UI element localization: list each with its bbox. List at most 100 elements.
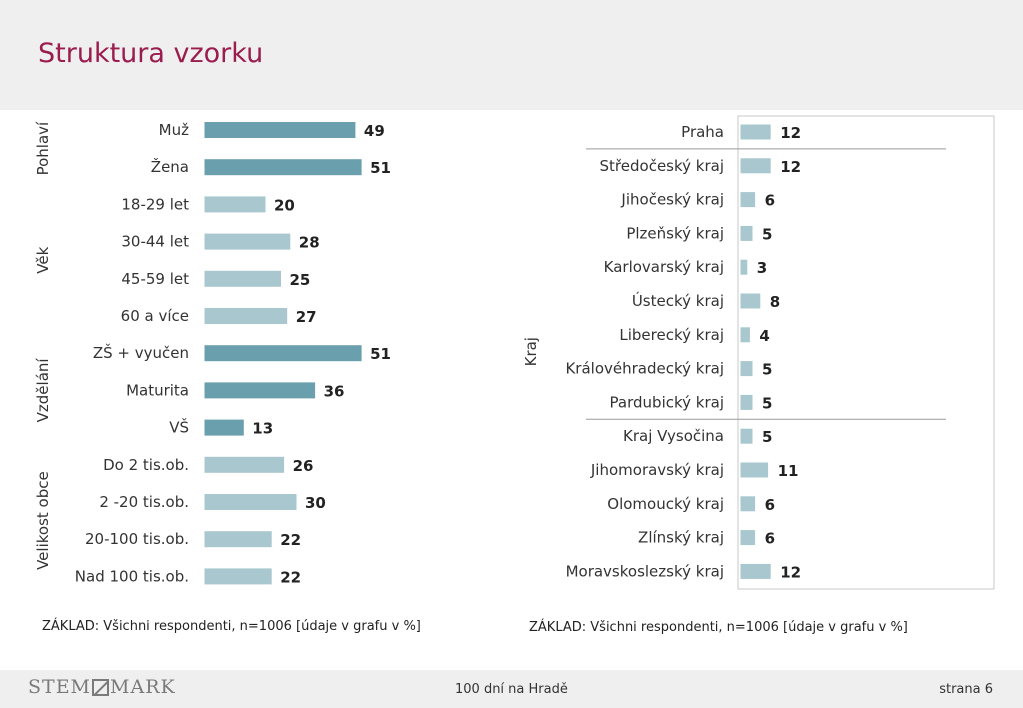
data-label: 4 [759, 327, 769, 345]
axis-label: Kraj [522, 337, 540, 366]
category-label: Pardubický kraj [610, 393, 724, 411]
data-label: 51 [370, 345, 391, 363]
data-label: 49 [364, 122, 385, 140]
bar [203, 567, 273, 586]
category-label: 30-44 let [121, 233, 189, 251]
group-label: Věk [34, 246, 52, 273]
stemmark-logo: STEM MARK [28, 676, 176, 698]
base-note-right: ZÁKLAD: Všichni respondenti, n=1006 [úda… [529, 620, 908, 635]
category-label: Nad 100 tis.ob. [75, 567, 189, 585]
bar [203, 381, 317, 400]
data-label: 5 [762, 428, 772, 446]
data-label: 27 [296, 308, 317, 326]
category-label: 18-29 let [121, 195, 189, 213]
data-label: 12 [780, 563, 801, 581]
category-label: Plzeňský kraj [626, 224, 724, 242]
category-label: Olomoucký kraj [607, 495, 724, 513]
category-label: 60 a více [121, 307, 189, 325]
data-label: 8 [770, 293, 780, 311]
bar [203, 418, 245, 437]
data-label: 28 [299, 234, 320, 252]
category-label: Středočeský kraj [600, 157, 724, 175]
data-label: 25 [290, 271, 311, 289]
bar [203, 307, 289, 325]
data-label: 13 [252, 420, 273, 438]
page-number: strana 6 [939, 682, 993, 697]
data-label: 26 [293, 457, 314, 475]
data-label: 3 [757, 259, 767, 277]
logo-text-left: STEM [28, 676, 92, 698]
category-label: Moravskoslezský kraj [566, 562, 724, 580]
category-label: Kraj Vysočina [623, 427, 724, 445]
bar [203, 232, 292, 251]
bar [739, 123, 772, 141]
category-label: Do 2 tis.ob. [103, 456, 189, 474]
data-label: 22 [280, 531, 301, 549]
category-label: 45-59 let [121, 270, 189, 288]
bar [739, 393, 754, 411]
bar [203, 121, 357, 139]
category-label: Praha [681, 123, 724, 141]
bar [739, 292, 762, 310]
data-label: 6 [765, 530, 775, 548]
data-label: 36 [324, 382, 345, 400]
logo-mark-icon [92, 678, 110, 696]
data-label: 5 [762, 225, 772, 243]
data-label: 51 [370, 159, 391, 177]
bar [739, 562, 772, 580]
bar [203, 344, 363, 363]
bar [739, 224, 754, 242]
data-label: 5 [762, 394, 772, 412]
bar [203, 269, 282, 288]
bar [739, 191, 757, 209]
bar [203, 195, 267, 214]
data-label: 6 [765, 192, 775, 210]
demographics-chart: Muž 49 Žena 51 Pohlaví 18-29 let 20 30-44 let 28… [34, 121, 391, 586]
region-chart: Praha 12 Středočeský kraj 12 Jihočeský kraj 6… [522, 115, 995, 590]
bar [203, 455, 286, 474]
data-label: 22 [280, 568, 301, 586]
bar [739, 157, 772, 175]
bar [739, 529, 757, 547]
category-label: Maturita [126, 381, 189, 399]
data-label: 12 [780, 158, 801, 176]
footer-band [0, 670, 1023, 708]
data-label: 6 [765, 496, 775, 514]
data-label: 12 [780, 124, 801, 142]
group-label: Velikost obce [34, 471, 52, 570]
bar [203, 493, 298, 511]
data-label: 11 [778, 462, 799, 480]
category-label: Liberecký kraj [619, 326, 724, 344]
category-label: Žena [151, 157, 189, 176]
category-label: Královéhradecký kraj [565, 360, 724, 378]
footer-title: 100 dní na Hradě [455, 682, 568, 697]
category-label: 2 -20 tis.ob. [99, 493, 189, 511]
group-label: Vzdělání [34, 358, 52, 423]
bar [739, 258, 749, 276]
category-label: Jihočeský kraj [620, 191, 724, 209]
bar [739, 495, 757, 513]
bar [739, 360, 754, 378]
category-label: 20-100 tis.ob. [85, 530, 189, 548]
bar [739, 461, 770, 479]
data-label: 20 [274, 196, 295, 214]
plot-frame [737, 115, 995, 590]
bar [203, 158, 363, 177]
category-label: ZŠ + vyučen [93, 343, 189, 362]
bar [739, 326, 751, 344]
category-label: Ústecký kraj [632, 291, 724, 310]
data-label: 5 [762, 361, 772, 379]
category-label: Jihomoravský kraj [590, 461, 724, 479]
group-label: Pohlaví [34, 121, 52, 175]
category-label: Karlovarský kraj [604, 258, 724, 276]
data-label: 30 [305, 494, 326, 512]
header-band [0, 0, 1023, 110]
category-label: Zlínský kraj [638, 529, 724, 547]
logo-text-right: MARK [110, 676, 176, 698]
bar [739, 427, 754, 445]
page-title: Struktura vzorku [38, 38, 264, 69]
category-label: VŠ [169, 418, 189, 437]
bar [203, 530, 273, 549]
category-label: Muž [159, 121, 189, 139]
base-note-left: ZÁKLAD: Všichni respondenti, n=1006 [úda… [42, 619, 421, 634]
